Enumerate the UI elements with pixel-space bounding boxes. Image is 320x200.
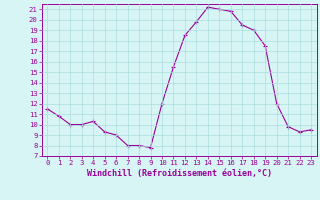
X-axis label: Windchill (Refroidissement éolien,°C): Windchill (Refroidissement éolien,°C) <box>87 169 272 178</box>
